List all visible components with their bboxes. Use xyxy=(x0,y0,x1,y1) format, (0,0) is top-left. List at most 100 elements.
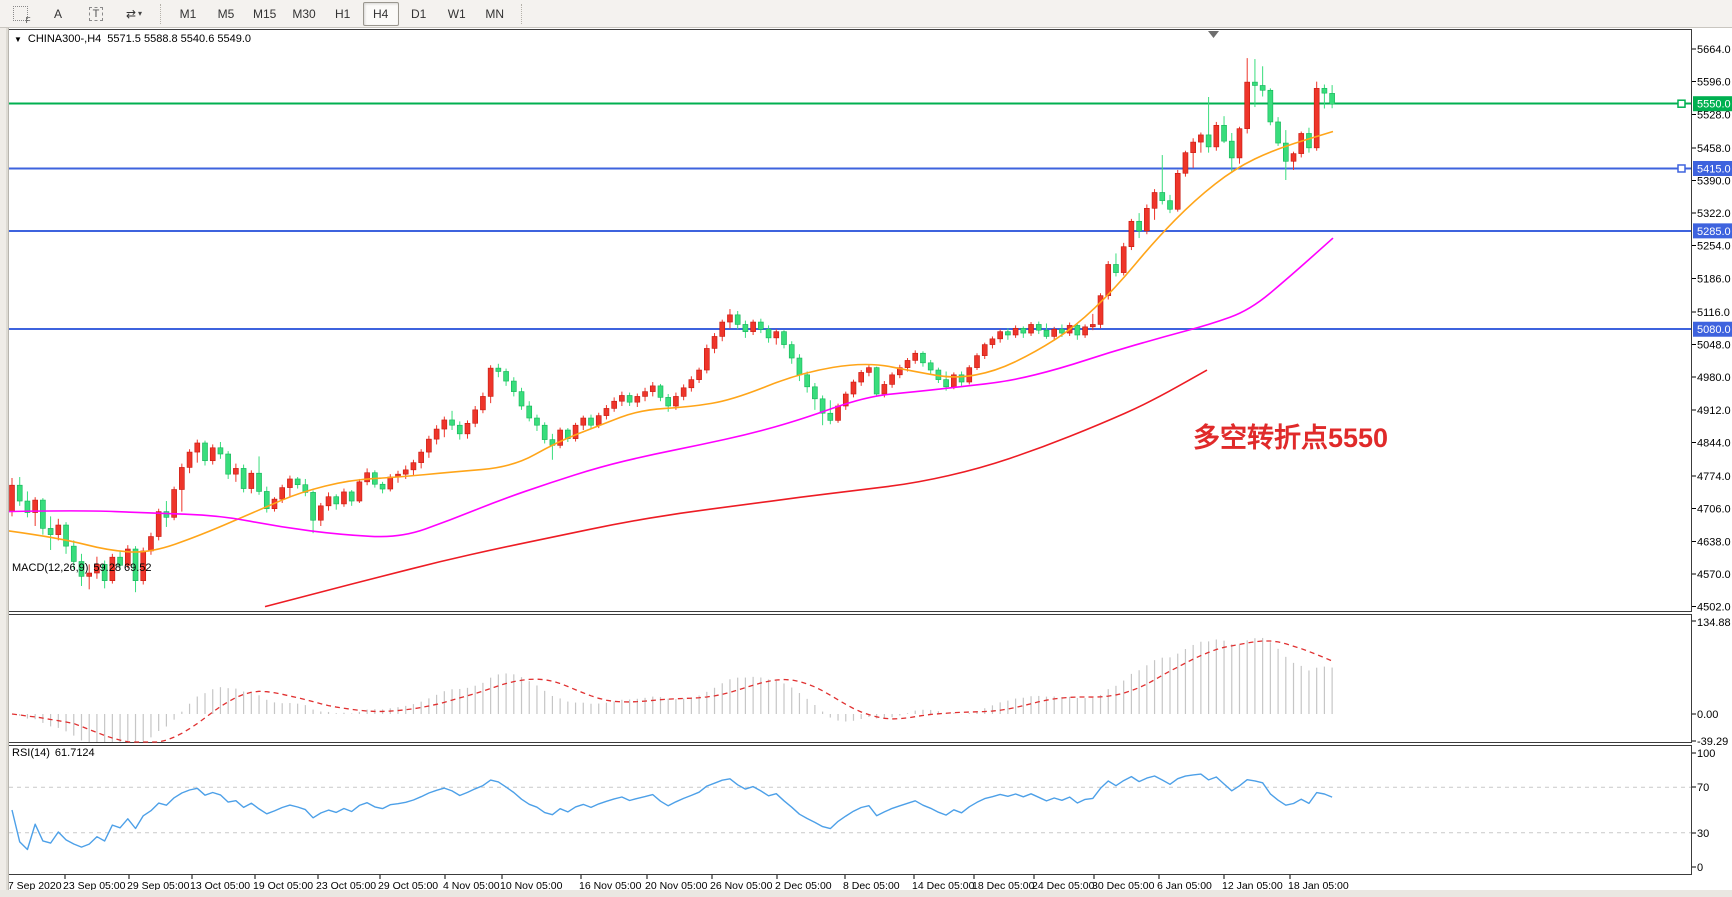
svg-text:5254.0: 5254.0 xyxy=(1697,241,1731,253)
svg-text:2 Dec 05:00: 2 Dec 05:00 xyxy=(775,880,832,892)
window-bottom-border xyxy=(0,890,1732,897)
price-badge-5080.0: 5080.0 xyxy=(1693,321,1732,337)
ohlc-values: 5571.5 5588.8 5540.6 5549.0 xyxy=(107,33,252,45)
text-box-tool[interactable]: T xyxy=(78,2,114,26)
time-axis[interactable]: 17 Sep 2020 23 Sep 05:00 29 Sep 05:00 13 Oc… xyxy=(2,875,1349,892)
svg-text:29 Sep 05:00: 29 Sep 05:00 xyxy=(127,880,190,892)
crosshair-grid-tool[interactable]: F xyxy=(2,2,38,26)
svg-text:23 Sep 05:00: 23 Sep 05:00 xyxy=(63,880,126,892)
window-left-border xyxy=(0,28,9,897)
svg-text:5390.0: 5390.0 xyxy=(1697,175,1731,187)
svg-text:5528.0: 5528.0 xyxy=(1697,109,1731,121)
rsi-line xyxy=(11,773,1333,851)
svg-text:4912.0: 4912.0 xyxy=(1697,405,1731,417)
rsi-panel[interactable] xyxy=(8,745,1692,875)
svg-text:5664.0: 5664.0 xyxy=(1697,44,1731,56)
timeframe-button-m1[interactable]: M1 xyxy=(179,6,197,21)
collapse-indicator-icon[interactable]: ▼ xyxy=(14,34,22,44)
hline-handle-icon[interactable] xyxy=(1677,99,1686,108)
svg-text:16 Nov 05:00: 16 Nov 05:00 xyxy=(579,880,642,892)
timeframe-button-mn[interactable]: MN xyxy=(485,6,505,21)
svg-text:4774.0: 4774.0 xyxy=(1697,471,1731,483)
price-badge-5550.0: 5550.0 xyxy=(1693,96,1732,112)
dropdown-caret-icon[interactable]: ▾ xyxy=(138,9,143,18)
svg-text:0.00: 0.00 xyxy=(1697,709,1718,721)
svg-text:18 Dec 05:00: 18 Dec 05:00 xyxy=(972,880,1035,892)
ma-mid-magenta-line[interactable] xyxy=(7,237,1334,538)
ma-slow-red-line[interactable] xyxy=(264,369,1208,608)
hline-handle-icon[interactable] xyxy=(1677,164,1686,173)
svg-text:18 Jan 05:00: 18 Jan 05:00 xyxy=(1288,880,1349,892)
svg-text:5596.0: 5596.0 xyxy=(1697,77,1731,89)
svg-text:20 Nov 05:00: 20 Nov 05:00 xyxy=(645,880,708,892)
candlestick-series xyxy=(9,58,1335,593)
chart-window: 5664.0 5596.0 5528.0 5458.0 5390.0 5322.0 5254… xyxy=(0,28,1732,897)
svg-text:17 Sep 2020: 17 Sep 2020 xyxy=(2,880,62,892)
svg-text:5116.0: 5116.0 xyxy=(1697,307,1730,319)
svg-text:5285.0: 5285.0 xyxy=(1697,226,1731,238)
svg-text:5048.0: 5048.0 xyxy=(1697,340,1731,352)
main-toolbar: F A T ⇄ ▾ M1 M5 M15 M30 H1 H4 D1 W1 MN xyxy=(0,0,1732,28)
svg-text:19 Oct 05:00: 19 Oct 05:00 xyxy=(253,880,313,892)
macd-panel[interactable] xyxy=(8,614,1692,743)
svg-text:30: 30 xyxy=(1697,828,1709,840)
svg-text:100: 100 xyxy=(1697,748,1715,760)
timeframe-button-w1[interactable]: W1 xyxy=(447,6,466,21)
bull-bear-turning-point-annotation[interactable]: 多空转折点5550 xyxy=(1193,423,1389,453)
svg-text:12 Jan 05:00: 12 Jan 05:00 xyxy=(1222,880,1283,892)
timeframe-button-m30[interactable]: M30 xyxy=(292,6,316,21)
chart-canvas[interactable]: 5664.0 5596.0 5528.0 5458.0 5390.0 5322.0 5254… xyxy=(0,28,1732,897)
rsi-axis[interactable]: 100 70 30 0 xyxy=(1692,748,1715,874)
svg-text:134.88: 134.88 xyxy=(1697,617,1731,629)
svg-text:4980.0: 4980.0 xyxy=(1697,372,1731,384)
svg-text:4844.0: 4844.0 xyxy=(1697,437,1731,449)
svg-text:14 Dec 05:00: 14 Dec 05:00 xyxy=(912,880,975,892)
text-box-icon: T xyxy=(88,6,104,21)
timeframe-button-m15[interactable]: M15 xyxy=(253,6,277,21)
chart-shift-marker-icon[interactable] xyxy=(1208,31,1219,38)
svg-text:0: 0 xyxy=(1697,862,1703,874)
svg-text:6 Jan 05:00: 6 Jan 05:00 xyxy=(1157,880,1212,892)
svg-text:10 Nov 05:00: 10 Nov 05:00 xyxy=(500,880,563,892)
main-price-panel[interactable] xyxy=(8,29,1692,612)
timeframe-button-h4[interactable]: H4 xyxy=(362,1,399,26)
text-label-tool[interactable]: A xyxy=(53,6,62,21)
svg-text:13 Oct 05:00: 13 Oct 05:00 xyxy=(190,880,250,892)
svg-text:4570.0: 4570.0 xyxy=(1697,569,1731,581)
svg-text:24 Dec 05:00: 24 Dec 05:00 xyxy=(1032,880,1095,892)
svg-text:4502.0: 4502.0 xyxy=(1697,602,1731,614)
toolbar-separator xyxy=(520,3,523,24)
price-axis[interactable]: 5664.0 5596.0 5528.0 5458.0 5390.0 5322.0 5254… xyxy=(1692,44,1732,614)
svg-text:4 Nov 05:00: 4 Nov 05:00 xyxy=(443,880,500,892)
ma-fast-orange-line[interactable] xyxy=(7,130,1334,553)
price-badge-5415.0: 5415.0 xyxy=(1693,160,1732,176)
svg-text:4706.0: 4706.0 xyxy=(1697,504,1731,516)
svg-text:8 Dec 05:00: 8 Dec 05:00 xyxy=(843,880,900,892)
svg-text:23 Oct 05:00: 23 Oct 05:00 xyxy=(316,880,376,892)
svg-text:26 Nov 05:00: 26 Nov 05:00 xyxy=(710,880,773,892)
svg-text:4638.0: 4638.0 xyxy=(1697,536,1731,548)
svg-text:5322.0: 5322.0 xyxy=(1697,208,1731,220)
svg-text:29 Oct 05:00: 29 Oct 05:00 xyxy=(378,880,438,892)
macd-indicator-label: MACD(12,26,9) 59.28 69.52 xyxy=(12,562,152,574)
cycle-arrows-tool[interactable]: ⇄ ▾ xyxy=(116,2,152,26)
svg-text:5415.0: 5415.0 xyxy=(1697,163,1731,175)
macd-histogram xyxy=(19,637,1333,742)
toolbar-separator xyxy=(160,3,162,24)
timeframe-button-d1[interactable]: D1 xyxy=(411,6,427,21)
macd-signal-line xyxy=(11,640,1333,743)
svg-text:5186.0: 5186.0 xyxy=(1697,273,1731,285)
svg-text:5080.0: 5080.0 xyxy=(1697,324,1731,336)
svg-text:30 Dec 05:00: 30 Dec 05:00 xyxy=(1092,880,1155,892)
svg-text:5458.0: 5458.0 xyxy=(1697,143,1731,155)
macd-axis[interactable]: 134.88 0.00 -39.29 xyxy=(1692,617,1731,748)
grid-icon: F xyxy=(12,6,31,25)
rsi-indicator-label: RSI(14) 61.7124 xyxy=(12,747,95,759)
horizontal-line-objects[interactable] xyxy=(9,99,1691,331)
svg-text:5550.0: 5550.0 xyxy=(1697,99,1731,111)
timeframe-button-m5[interactable]: M5 xyxy=(217,6,235,21)
svg-text:70: 70 xyxy=(1697,782,1709,794)
svg-text:-39.29: -39.29 xyxy=(1697,736,1728,748)
chart-symbol-header: ▼ CHINA300-,H4 5571.5 5588.8 5540.6 5549… xyxy=(14,33,251,45)
timeframe-button-h1[interactable]: H1 xyxy=(335,6,351,21)
